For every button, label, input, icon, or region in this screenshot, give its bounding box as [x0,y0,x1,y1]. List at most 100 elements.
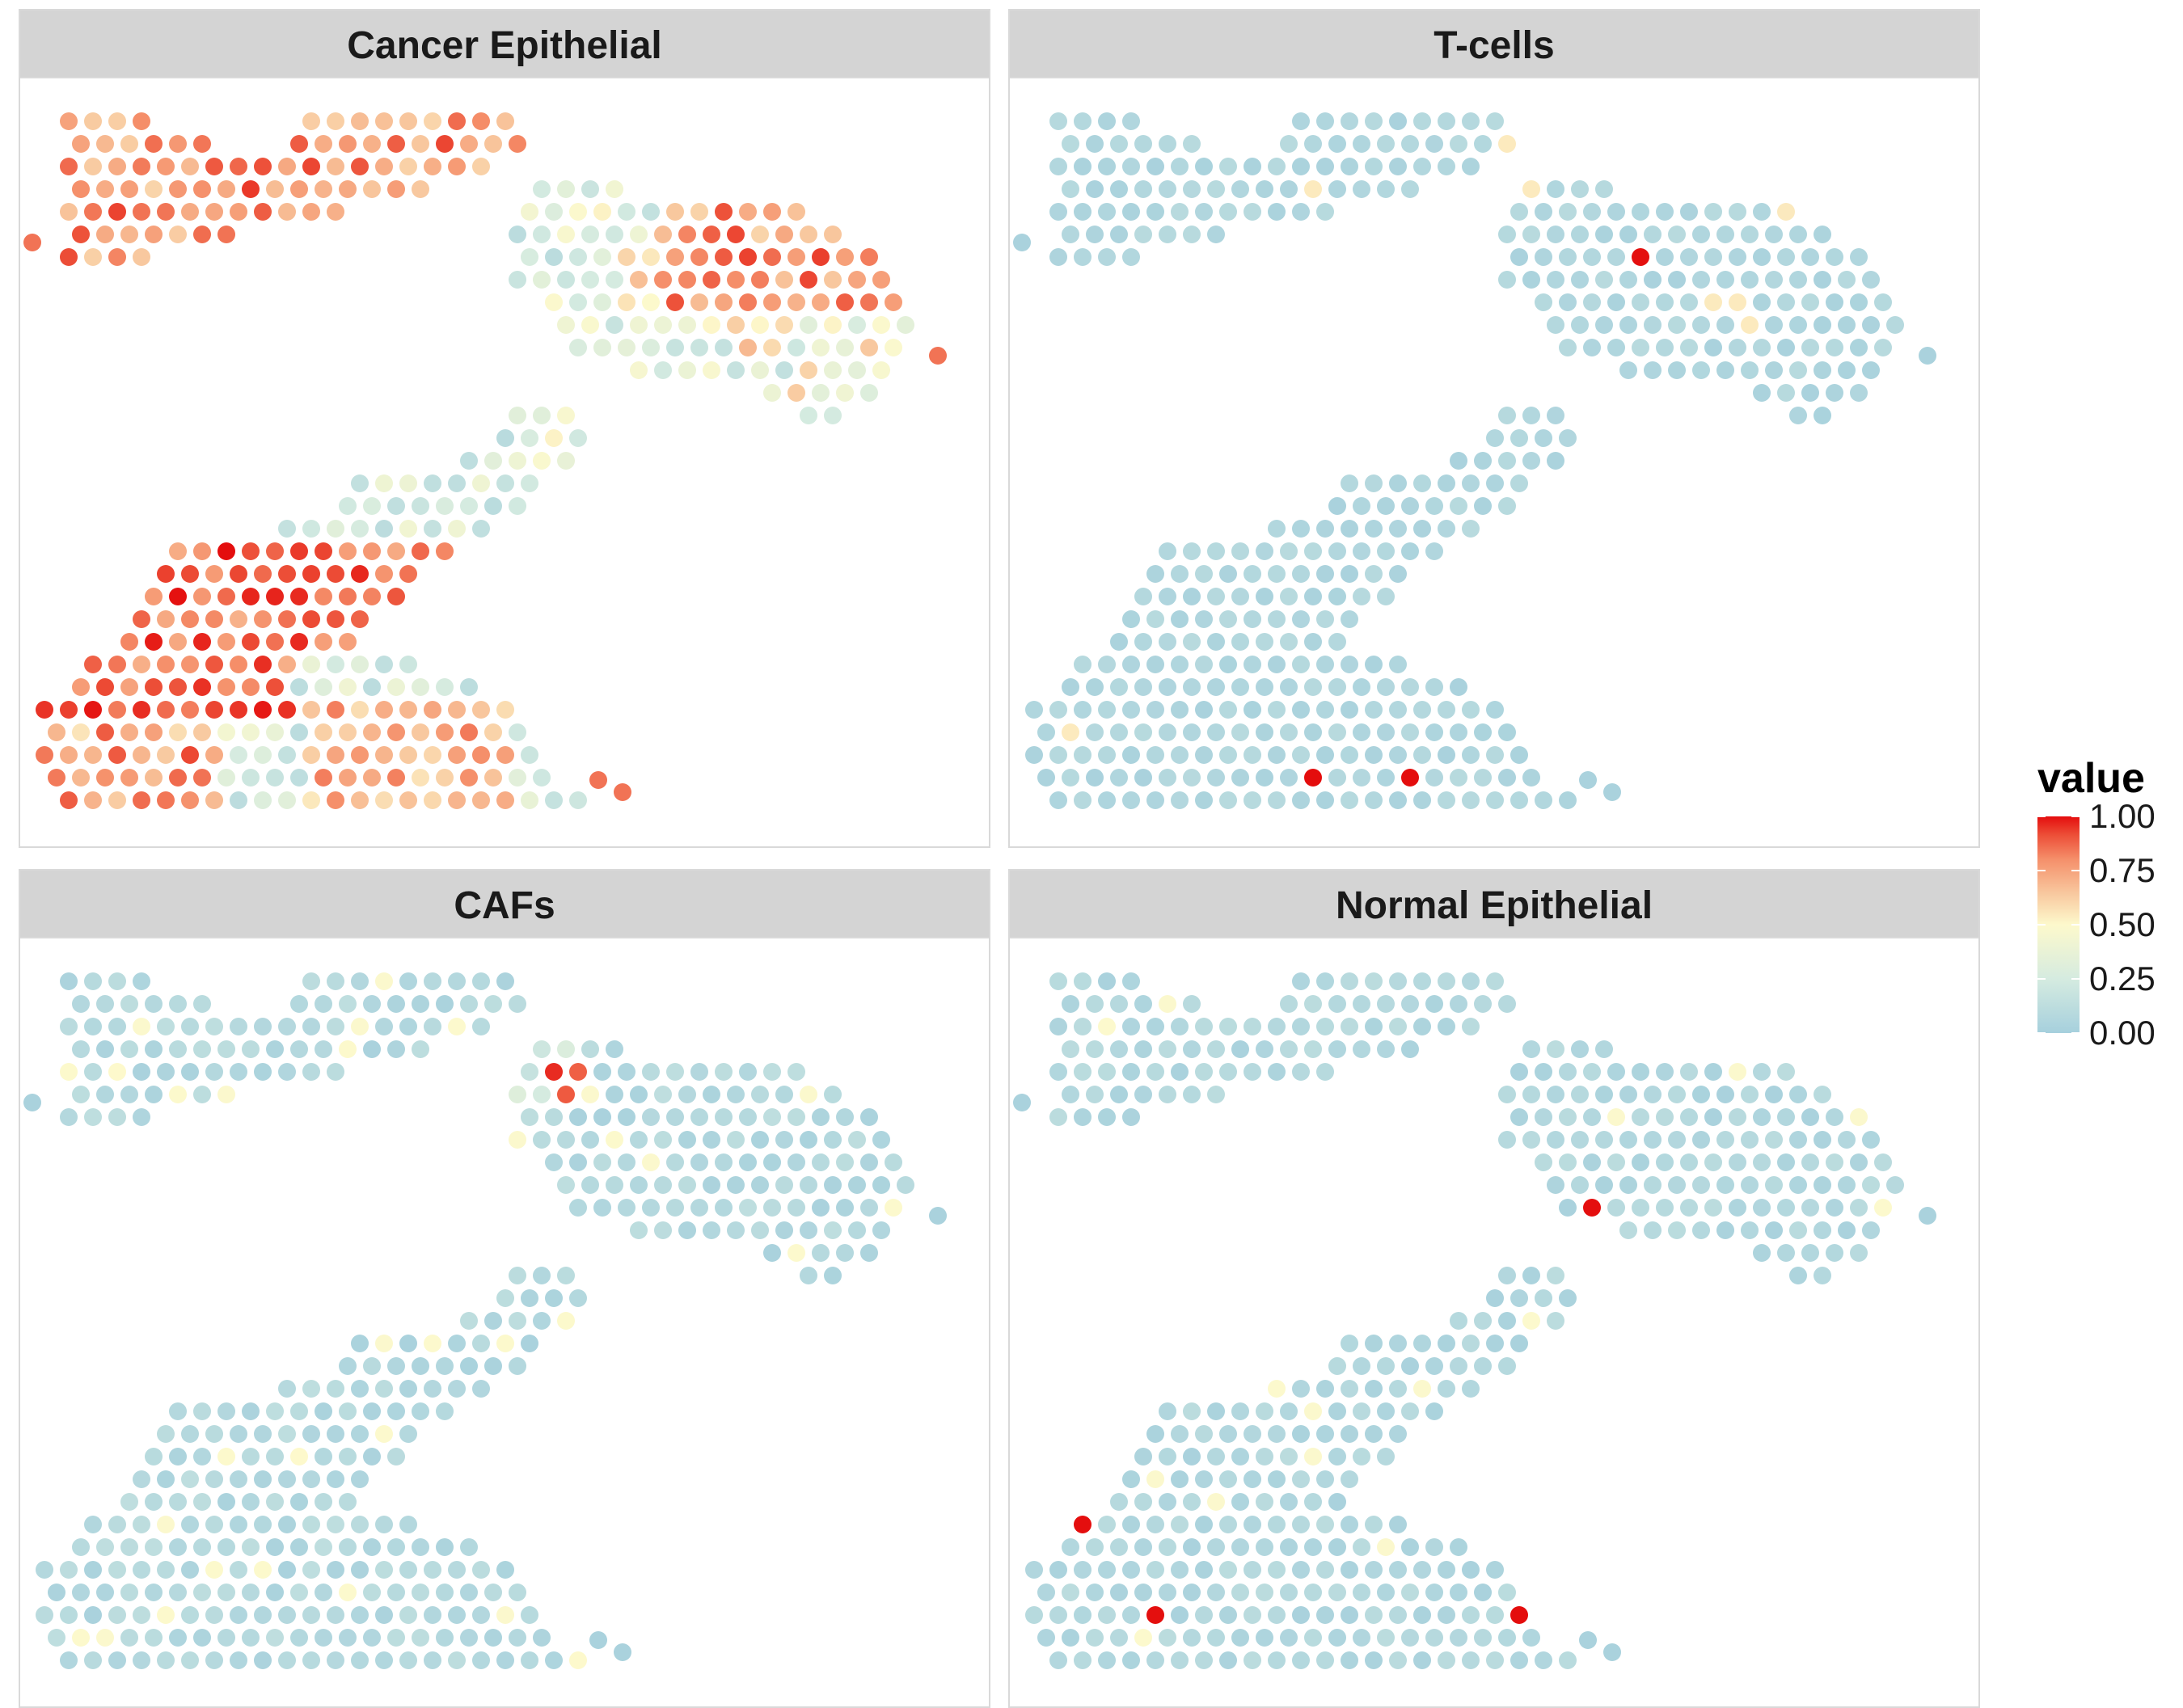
spot-point [618,339,635,356]
spot-point [327,1606,344,1624]
spot-point [1219,1606,1237,1624]
spot-point [193,1448,211,1466]
spot-point [1231,1584,1249,1601]
spot-point [278,520,296,538]
spot-point [1086,1086,1104,1103]
spot-point [1256,1538,1273,1556]
facet-strip [1008,9,1980,78]
spot-point [1219,1470,1237,1488]
spot-point [812,1199,830,1217]
spot-point [363,1357,381,1375]
spot-point [169,1448,187,1466]
spot-point [509,1086,526,1103]
spot-point [1377,769,1395,787]
spot-point [1171,1606,1189,1624]
spot-point [1134,588,1152,605]
spot-point [1462,474,1480,492]
spot-point [703,1176,720,1194]
spot-point [339,995,357,1013]
spot-point [448,1018,466,1035]
spot-point [1171,701,1189,719]
spot-point [1304,1040,1322,1058]
spot-point [1328,588,1346,605]
spot-point [678,1176,696,1194]
spot-point [1365,1651,1383,1669]
spot-point [1850,1153,1868,1171]
spot-point [145,226,163,243]
spot-point [1341,520,1358,538]
spot-point [290,542,308,560]
spot-point [1474,452,1492,470]
spot-point [133,1606,150,1624]
spot-point [1316,1063,1334,1081]
spot-point [1704,1063,1722,1081]
spot-point [1122,610,1140,628]
spot-point [1765,1176,1783,1194]
spot-point [84,112,102,130]
spot-point [1486,791,1504,809]
spot-point [569,791,587,809]
spot-point [290,135,308,153]
spot-point [1450,769,1467,787]
spot-point [472,791,490,809]
spot-point [1377,1629,1395,1647]
spot-point [1316,1425,1334,1443]
spot-point [1244,1561,1261,1579]
spot-point [1098,1108,1116,1126]
spot-point [836,384,854,402]
spot-point [1244,158,1261,175]
spot-point [242,1448,260,1466]
spot-point [1195,656,1213,673]
spot-point [496,791,514,809]
spot-point [193,180,211,198]
spot-point [315,1493,332,1511]
spot-point [108,746,126,764]
spot-point [387,588,405,605]
spot-point [1547,316,1564,334]
spot-point [1341,1380,1358,1398]
spot-point [375,1380,393,1398]
spot-point [1486,112,1504,130]
spot-point [302,1380,320,1398]
spot-point [824,1267,842,1284]
spot-point [581,1086,599,1103]
spot-point [217,633,235,651]
spot-point [351,1470,369,1488]
spot-point [1086,769,1104,787]
spot-point [230,610,247,628]
spot-point [589,1631,607,1649]
spot-point [1401,135,1419,153]
spot-point [60,1018,78,1035]
spot-point [618,1199,635,1217]
spot-point [1341,112,1358,130]
spot-point [1074,1606,1092,1624]
spot-point [278,610,296,628]
spot-point [1365,791,1383,809]
spot-point [848,316,866,334]
spot-point [1268,701,1286,719]
spot-point [593,293,611,311]
spot-point [715,203,733,221]
spot-point [339,1538,357,1556]
spot-point [1413,791,1431,809]
spot-point [606,1040,623,1058]
spot-point [1498,271,1516,289]
spot-point [84,1063,102,1081]
spot-point [1049,1108,1067,1126]
spot-point [230,158,247,175]
spot-point [399,1606,417,1624]
spot-point [254,565,272,583]
spot-point [1619,226,1637,243]
spot-point [193,226,211,243]
spot-point [230,791,247,809]
spot-point [1365,1335,1383,1352]
spot-point [1377,135,1395,153]
spot-point [120,769,138,787]
spot-point [1098,1018,1116,1035]
spot-point [848,1176,866,1194]
spot-point [1571,1086,1589,1103]
spot-point [533,407,551,424]
spot-point [1256,633,1273,651]
spot-point [739,248,757,266]
spot-point [1450,1538,1467,1556]
